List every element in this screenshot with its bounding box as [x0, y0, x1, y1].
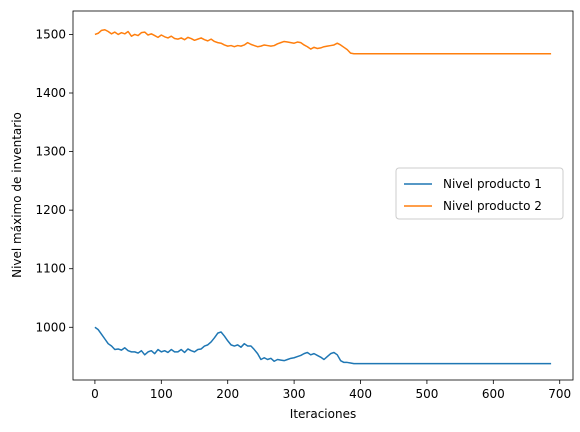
x-tick-label: 200: [216, 387, 239, 401]
x-tick-label: 400: [349, 387, 372, 401]
series-line-2: [94, 28, 552, 55]
legend-label-producto-1: Nivel producto 1: [443, 177, 542, 191]
x-tick-label: 0: [91, 387, 99, 401]
y-tick-label: 1100: [35, 262, 66, 276]
x-tick-label: 500: [415, 387, 438, 401]
x-tick-label: 600: [482, 387, 505, 401]
y-tick-label: 1400: [35, 86, 66, 100]
y-tick-label: 1000: [35, 320, 66, 334]
x-tick-label: 300: [283, 387, 306, 401]
y-axis-label: Nivel máximo de inventario: [10, 112, 24, 278]
y-axis-ticks: 1000 1100 1200 1300 1400 1500: [35, 27, 73, 334]
x-axis-ticks: 0 100 200 300 400 500 600 700: [91, 380, 571, 401]
y-tick-label: 1500: [35, 27, 66, 41]
plot-frame: [72, 10, 574, 381]
series-layer: [94, 28, 552, 365]
legend-label-producto-2: Nivel producto 2: [443, 199, 542, 213]
y-tick-label: 1200: [35, 203, 66, 217]
legend: Nivel producto 1 Nivel producto 2: [395, 167, 564, 220]
axes-layer: [72, 10, 574, 381]
x-tick-label: 100: [150, 387, 173, 401]
legend-box: [395, 167, 564, 220]
x-axis-label: Iteraciones: [290, 407, 356, 421]
y-tick-label: 1300: [35, 145, 66, 159]
series-line-1: [94, 326, 552, 365]
x-tick-label: 700: [548, 387, 571, 401]
